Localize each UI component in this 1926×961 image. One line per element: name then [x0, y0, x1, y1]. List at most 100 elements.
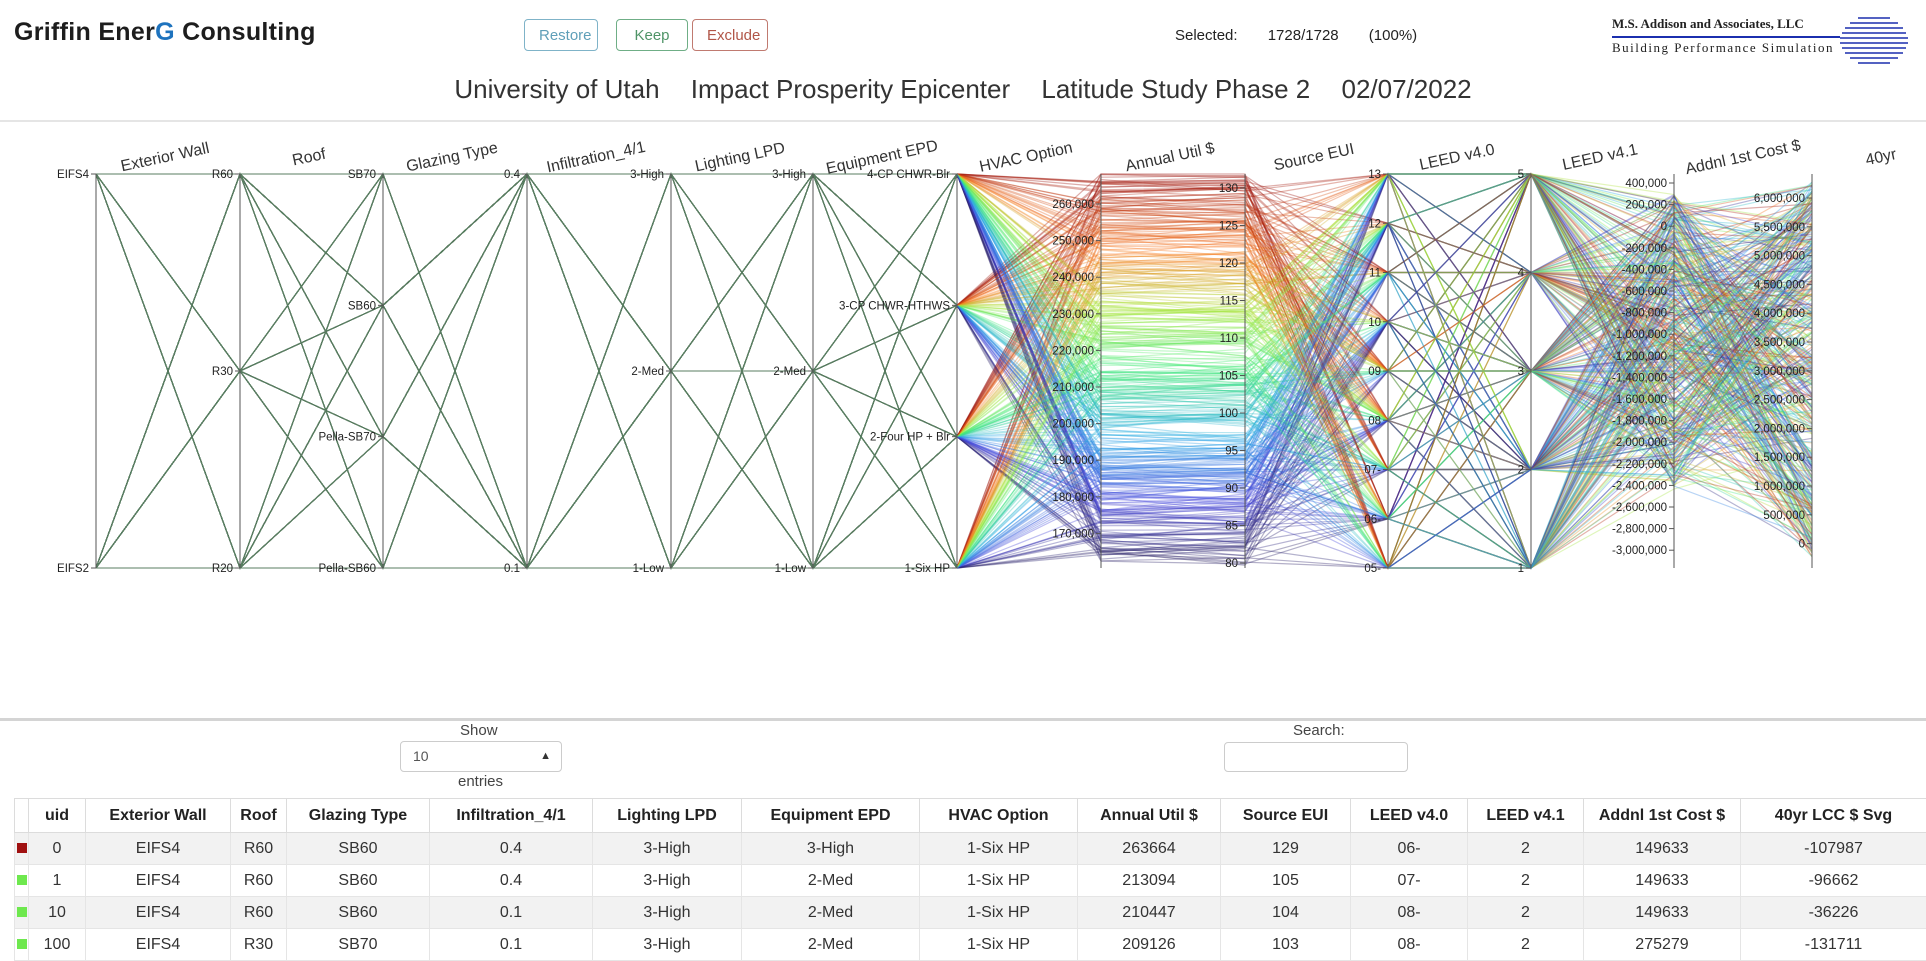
axis-label[interactable]: Glazing Type — [405, 140, 500, 176]
tick-label: 11 — [1369, 268, 1381, 280]
axis-label[interactable]: 40yr — [1864, 146, 1899, 169]
table-cell: R60 — [231, 833, 287, 865]
col-header[interactable]: Roof — [231, 799, 287, 833]
tick-label: 10 — [1368, 317, 1381, 329]
tick-label: 5,500,000 — [1754, 222, 1805, 234]
col-header[interactable]: Annual Util $ — [1078, 799, 1221, 833]
col-header[interactable]: Source EUI — [1221, 799, 1351, 833]
tick-label: R30 — [212, 366, 233, 378]
col-header[interactable]: Equipment EPD — [742, 799, 920, 833]
tick-label: 170,000 — [1052, 528, 1094, 540]
tick-label: Pella-SB70 — [318, 432, 376, 444]
tick-label: 1-Low — [775, 563, 807, 575]
table-cell: 0.1 — [430, 929, 593, 961]
tick-label: 500,000 — [1763, 510, 1805, 522]
tick-label: 200,000 — [1052, 419, 1094, 431]
table-cell: 1-Six HP — [920, 897, 1078, 929]
axis-label[interactable]: Roof — [291, 146, 328, 170]
table-cell: SB60 — [287, 833, 430, 865]
table-cell: 0.1 — [430, 897, 593, 929]
tick-label: 4-CP CHWR-Blr — [867, 169, 950, 181]
table-cell: 263664 — [1078, 833, 1221, 865]
tick-label: 400,000 — [1625, 178, 1667, 190]
tick-label: 125 — [1219, 221, 1238, 233]
tick-label: R20 — [212, 563, 233, 575]
col-header[interactable]: uid — [29, 799, 86, 833]
axis[interactable]: Infiltration_4/10.40.1 — [504, 139, 647, 575]
row-color-swatch — [17, 907, 27, 917]
tick-label: -400,000 — [1622, 264, 1667, 276]
table-cell: 3-High — [742, 833, 920, 865]
table-cell: 104 — [1221, 897, 1351, 929]
tick-label: 200,000 — [1625, 200, 1667, 212]
col-header[interactable] — [15, 799, 29, 833]
tick-label: 4,000,000 — [1754, 308, 1805, 320]
tick-label: 12 — [1368, 218, 1381, 230]
tick-label: -2,000,000 — [1612, 437, 1667, 449]
table-cell: R60 — [231, 865, 287, 897]
tick-label: 1,500,000 — [1754, 452, 1805, 464]
table-cell: 1-Six HP — [920, 929, 1078, 961]
col-header[interactable]: Lighting LPD — [593, 799, 742, 833]
col-header[interactable]: Glazing Type — [287, 799, 430, 833]
row-color-swatch — [17, 843, 27, 853]
table-cell: 08- — [1351, 929, 1468, 961]
axis-label[interactable]: Annual Util $ — [1124, 140, 1216, 176]
tick-label: -3,000,000 — [1612, 545, 1667, 557]
table-cell: 105 — [1221, 865, 1351, 897]
tick-label: 1-Six HP — [905, 563, 951, 575]
tick-label: 100 — [1219, 408, 1238, 420]
axis-label[interactable]: HVAC Option — [978, 139, 1074, 175]
col-header[interactable]: HVAC Option — [920, 799, 1078, 833]
tick-label: 210,000 — [1052, 382, 1094, 394]
tick-label: 130 — [1219, 183, 1238, 195]
axis-label[interactable]: Source EUI — [1272, 141, 1356, 175]
col-header[interactable]: 40yr LCC $ Svg — [1741, 799, 1926, 833]
selection-count: 1728/1728 — [1268, 27, 1339, 44]
parallel-coordinates-svg[interactable]: Exterior WallEIFS4EIFS2RoofR60R30R20Glaz… — [0, 126, 1926, 716]
row-color-cell — [15, 833, 29, 865]
tick-label: -600,000 — [1622, 286, 1667, 298]
col-header[interactable]: Exterior Wall — [86, 799, 231, 833]
tick-label: 110 — [1220, 333, 1238, 345]
tick-label: 240,000 — [1052, 272, 1094, 284]
tick-label: 3 — [1518, 366, 1524, 378]
col-header[interactable]: Infiltration_4/1 — [430, 799, 593, 833]
table-cell: SB70 — [287, 929, 430, 961]
keep-button[interactable]: Keep — [616, 19, 688, 51]
col-header[interactable]: Addnl 1st Cost $ — [1584, 799, 1741, 833]
restore-button[interactable]: Restore — [524, 19, 598, 51]
table-cell: 3-High — [593, 833, 742, 865]
partner-logo: M.S. Addison and Associates, LLC Buildin… — [1612, 14, 1912, 64]
search-input[interactable] — [1224, 742, 1408, 772]
table-cell: 0.4 — [430, 865, 593, 897]
axis-label[interactable]: Addnl 1st Cost $ — [1684, 137, 1802, 178]
tick-label: 5,000,000 — [1754, 251, 1805, 263]
table-cell: SB60 — [287, 897, 430, 929]
col-header[interactable]: LEED v4.1 — [1468, 799, 1584, 833]
table-cell: 2 — [1468, 833, 1584, 865]
axis-label[interactable]: LEED v4.1 — [1561, 141, 1639, 174]
table-cell: -36226 — [1741, 897, 1926, 929]
col-header[interactable]: LEED v4.0 — [1351, 799, 1468, 833]
chart-divider — [0, 718, 1926, 721]
entries-select[interactable]: 10 ▲ — [400, 741, 562, 772]
table-cell: EIFS4 — [86, 865, 231, 897]
tick-label: 2-Med — [773, 366, 806, 378]
table-cell: 2-Med — [742, 865, 920, 897]
axis-label[interactable]: Exterior Wall — [119, 140, 211, 175]
tick-label: -200,000 — [1622, 243, 1667, 255]
tick-label: 1,000,000 — [1754, 481, 1805, 493]
exclude-button[interactable]: Exclude — [692, 19, 768, 51]
table-cell: 103 — [1221, 929, 1351, 961]
axis-label[interactable]: LEED v4.0 — [1418, 141, 1496, 174]
